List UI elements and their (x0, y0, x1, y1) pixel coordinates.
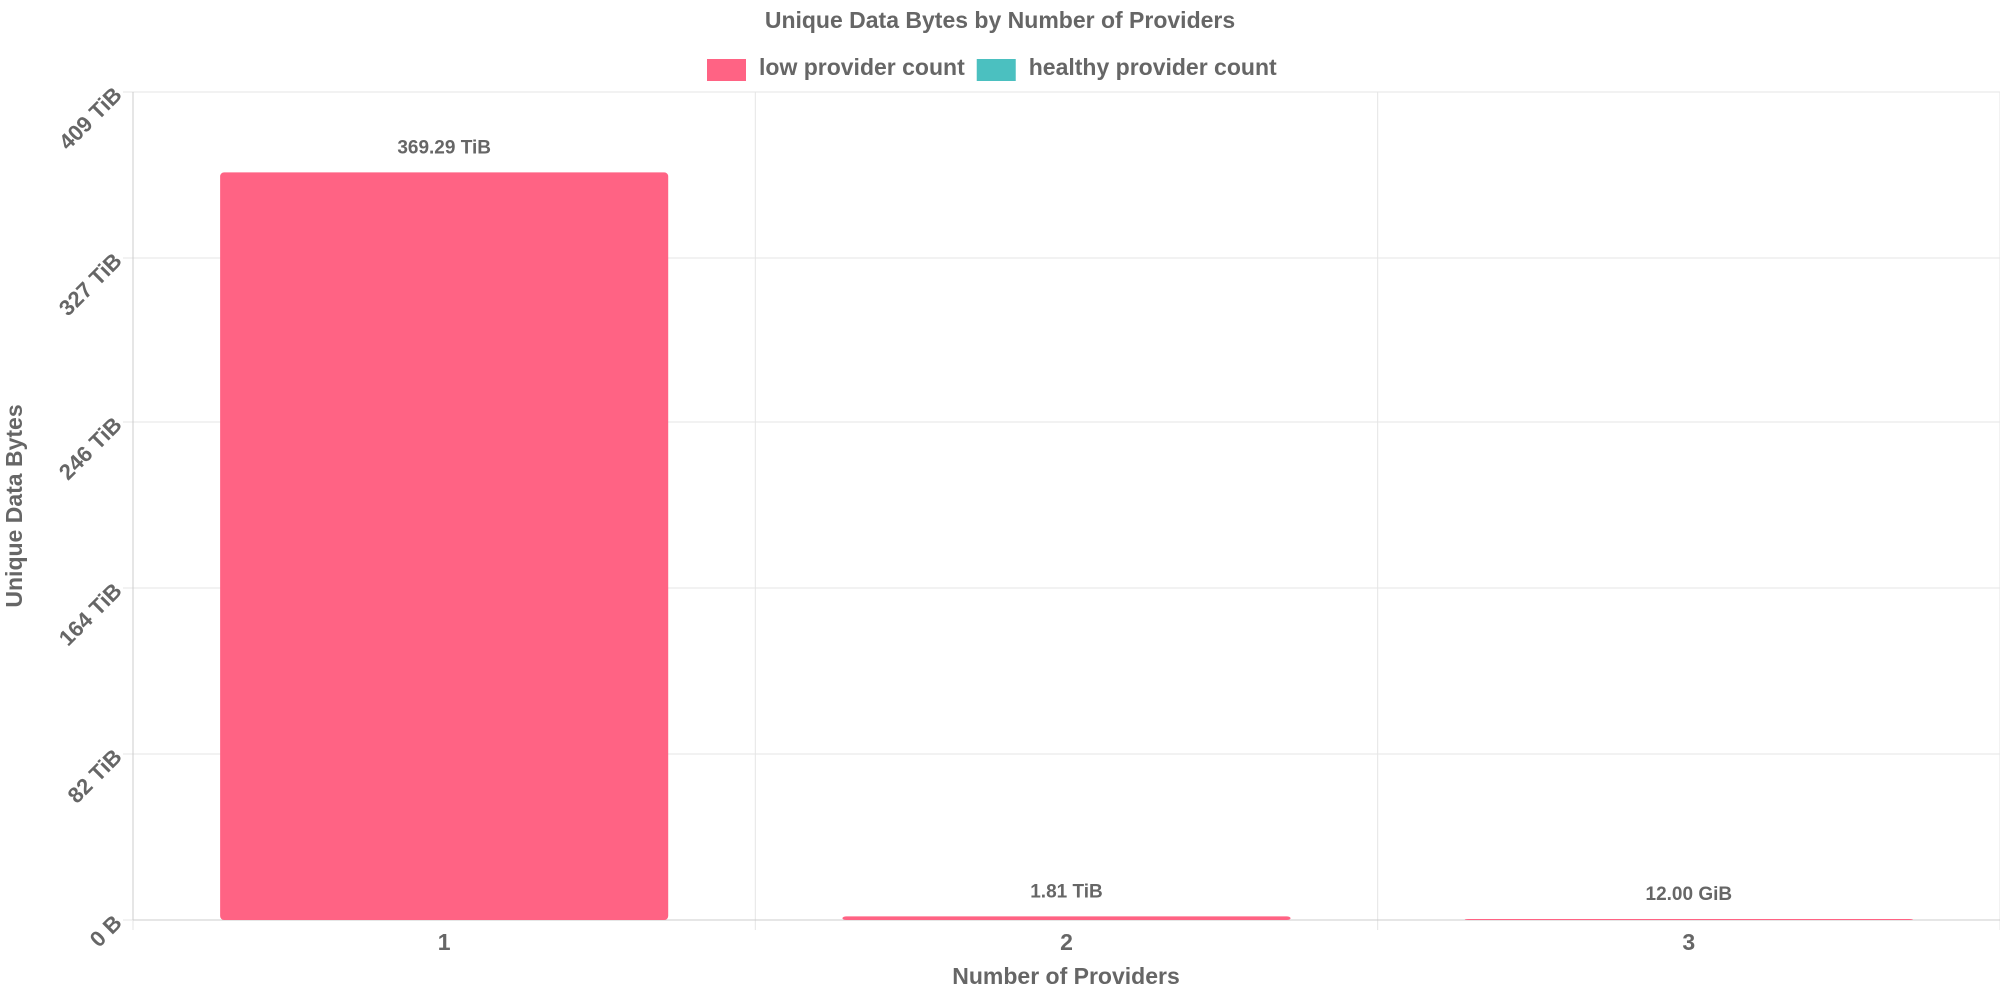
legend-label: low provider count (759, 54, 965, 80)
y-tick-label: 0 B (85, 910, 127, 952)
y-tick-label: 327 TiB (54, 248, 127, 321)
legend-label: healthy provider count (1029, 54, 1277, 80)
chart-title: Unique Data Bytes by Number of Providers (765, 7, 1235, 33)
bar (220, 172, 669, 921)
data-label: 369.29 TiB (397, 137, 491, 158)
legend-swatch (707, 59, 746, 81)
y-tick-label: 164 TiB (54, 578, 127, 651)
y-tick-label: 246 TiB (54, 412, 127, 485)
legend-swatch (976, 59, 1016, 81)
bar (1464, 919, 1913, 920)
x-tick-label: 3 (1682, 929, 1695, 955)
y-axis-title: Unique Data Bytes (1, 404, 27, 607)
bar (842, 916, 1291, 920)
x-axis-title: Number of Providers (952, 963, 1180, 989)
y-tick-label: 409 TiB (54, 82, 127, 155)
data-label: 1.81 TiB (1030, 881, 1103, 902)
x-tick-label: 1 (438, 929, 451, 955)
y-tick-label: 82 TiB (63, 744, 127, 808)
x-tick-label: 2 (1060, 929, 1073, 955)
data-label: 12.00 GiB (1646, 884, 1733, 905)
